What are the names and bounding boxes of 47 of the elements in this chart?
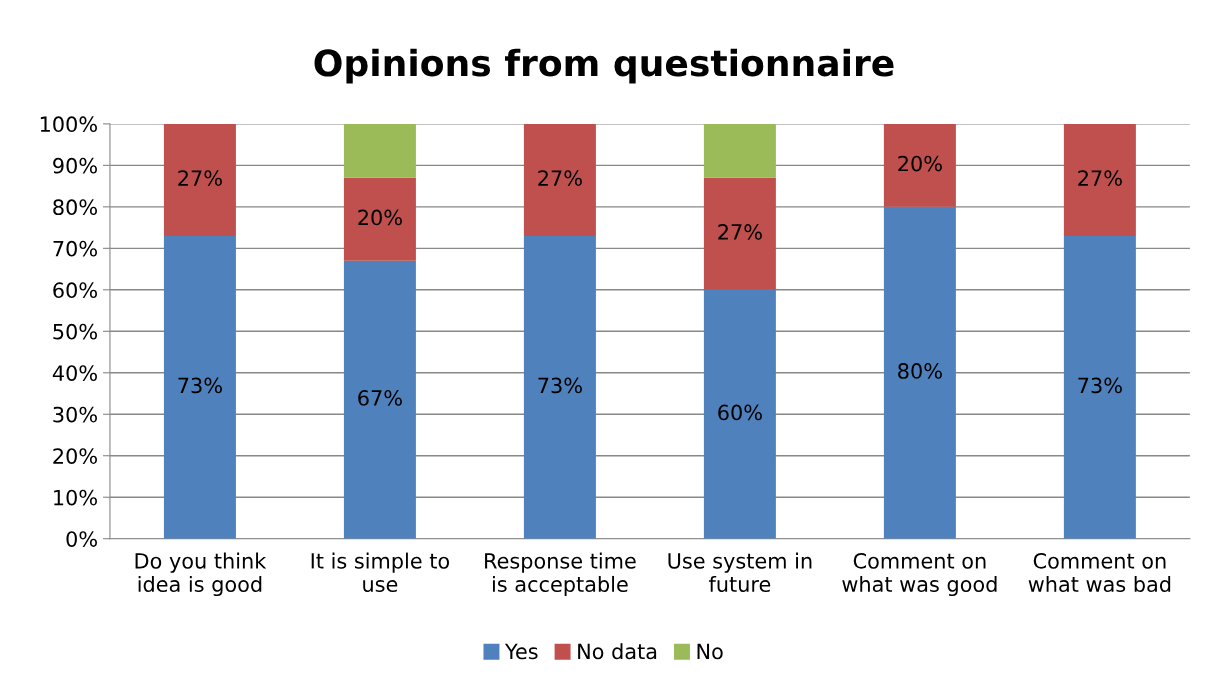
bar — [163, 123, 236, 236]
data-label: 27% — [538, 170, 582, 186]
y-tick-label: 0% — [66, 531, 97, 547]
data-label: 73% — [538, 377, 582, 394]
bar — [1063, 235, 1136, 539]
legend-label: No data — [578, 643, 657, 660]
data-label: 60% — [718, 404, 762, 421]
y-tick-label: 30% — [53, 406, 97, 423]
bar — [163, 235, 236, 539]
y-tick-label: 60% — [53, 282, 97, 299]
y-tick-label: 80% — [53, 199, 97, 216]
data-label: 80% — [898, 363, 942, 379]
bar — [703, 123, 776, 178]
x-tick-label: Do you think idea is good — [135, 552, 267, 597]
bar — [343, 177, 416, 261]
bar — [703, 177, 776, 290]
legend-label: Yes — [504, 643, 538, 660]
bar — [523, 123, 596, 236]
data-label: 67% — [358, 390, 402, 406]
data-label: 73% — [178, 377, 222, 394]
bar — [343, 260, 416, 539]
bar — [883, 206, 956, 539]
bar — [523, 235, 596, 539]
y-tick-label: 20% — [53, 448, 97, 464]
bar — [883, 123, 956, 207]
x-tick-label: Comment on what was good — [842, 552, 997, 597]
y-tick-label: 100% — [40, 116, 97, 133]
bar — [343, 123, 416, 178]
data-label: 20% — [358, 209, 402, 226]
y-tick-label: 70% — [53, 240, 97, 257]
y-tick-label: 90% — [53, 157, 97, 174]
data-label: 20% — [898, 155, 942, 172]
x-tick-label: Response time is acceptable — [485, 552, 636, 597]
x-tick-label: Comment on what was bad — [1028, 552, 1171, 593]
y-tick-label: 10% — [54, 489, 97, 506]
y-tick-label: 50% — [53, 323, 97, 340]
data-label: 73% — [1078, 377, 1122, 394]
data-label: 27% — [718, 224, 762, 240]
y-tick-label: 40% — [52, 365, 97, 381]
bar — [703, 289, 776, 539]
data-label: 27% — [178, 170, 222, 186]
data-label: 27% — [1078, 170, 1122, 186]
legend-label: No — [697, 643, 723, 660]
chart-title: Opinions from questionnaire — [314, 48, 894, 84]
bar — [1063, 123, 1136, 236]
x-tick-label: Use system in future — [668, 552, 812, 593]
x-tick-label: It is simple to use — [311, 552, 450, 593]
